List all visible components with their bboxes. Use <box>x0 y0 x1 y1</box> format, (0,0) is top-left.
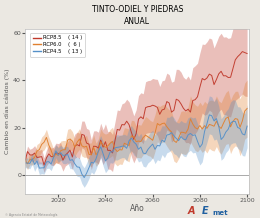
Title: TINTO-ODIEL Y PIEDRAS
ANUAL: TINTO-ODIEL Y PIEDRAS ANUAL <box>92 5 183 26</box>
X-axis label: Año: Año <box>130 204 145 213</box>
Y-axis label: Cambio en días cálidos (%): Cambio en días cálidos (%) <box>5 68 10 154</box>
Text: A: A <box>187 206 195 216</box>
Legend: RCP8.5    ( 14 ), RCP6.0    (  6 ), RCP4.5    ( 13 ): RCP8.5 ( 14 ), RCP6.0 ( 6 ), RCP4.5 ( 13… <box>30 33 84 57</box>
Text: E: E <box>202 206 208 216</box>
Text: met: met <box>212 210 228 216</box>
Text: © Agencia Estatal de Meteorología: © Agencia Estatal de Meteorología <box>5 213 57 217</box>
